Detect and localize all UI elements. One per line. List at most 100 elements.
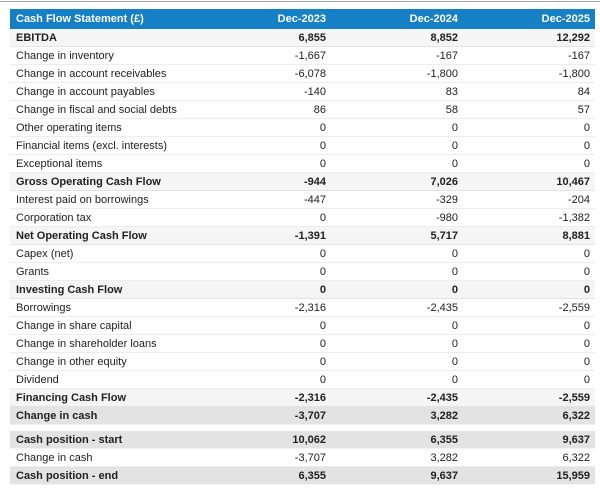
- table-row: Change in inventory -1,667 -167 -167: [10, 47, 595, 65]
- row-label: Investing Cash Flow: [16, 283, 123, 296]
- row-value: 0: [451, 247, 458, 260]
- row-label: Cash position - end: [16, 469, 119, 482]
- table-row: Financial items (excl. interests) 0 0 0: [10, 137, 595, 155]
- table-row: Financing Cash Flow -2,316 -2,435 -2,559: [10, 389, 595, 407]
- row-value: 8,881: [562, 229, 590, 242]
- row-value: 0: [583, 337, 590, 350]
- row-value: 8,852: [430, 31, 458, 44]
- row-value: 0: [451, 337, 458, 350]
- table-row: Interest paid on borrowings -447 -329 -2…: [10, 191, 595, 209]
- row-value: 0: [319, 373, 326, 386]
- table-row: Cash position - start 10,062 6,355 9,637: [10, 431, 595, 449]
- cash-flow-statement-table: Cash Flow Statement (£) Dec-2023 Dec-202…: [10, 9, 595, 485]
- row-value: -1,391: [294, 229, 326, 242]
- table-row: Grants 0 0 0: [10, 263, 595, 281]
- table-row: Change in fiscal and social debts 86 58 …: [10, 101, 595, 119]
- row-value: -944: [303, 175, 326, 188]
- row-value: 0: [319, 157, 326, 170]
- row-value: -1,800: [426, 67, 458, 80]
- row-value: 5,717: [430, 229, 458, 242]
- row-label: Change in fiscal and social debts: [16, 103, 177, 116]
- row-value: 0: [583, 121, 590, 134]
- table-title: Cash Flow Statement (£): [16, 13, 144, 25]
- row-label: Borrowings: [16, 301, 72, 314]
- row-label: Interest paid on borrowings: [16, 193, 149, 206]
- row-value: -2,435: [426, 301, 458, 314]
- row-value: 83: [445, 85, 458, 98]
- row-value: 0: [583, 265, 590, 278]
- row-value: -1,382: [558, 211, 590, 224]
- row-value: 86: [313, 103, 326, 116]
- row-value: 0: [583, 319, 590, 332]
- row-value: 3,282: [430, 451, 458, 464]
- row-value: -2,559: [558, 301, 590, 314]
- column-header-dec-2023: Dec-2023: [277, 13, 326, 25]
- row-value: -167: [567, 49, 590, 62]
- row-value: 9,637: [562, 433, 590, 446]
- table-row: Change in account payables -140 83 84: [10, 83, 595, 101]
- row-value: 6,355: [298, 469, 326, 482]
- row-value: 3,282: [430, 409, 458, 422]
- table-row: Change in shareholder loans 0 0 0: [10, 335, 595, 353]
- row-label: Corporation tax: [16, 211, 92, 224]
- row-value: 0: [451, 355, 458, 368]
- row-value: -1,667: [294, 49, 326, 62]
- row-value: 12,292: [556, 31, 590, 44]
- row-label: Change in shareholder loans: [16, 337, 157, 350]
- row-value: 0: [451, 319, 458, 332]
- row-value: 0: [451, 121, 458, 134]
- row-value: 0: [583, 373, 590, 386]
- row-value: 0: [583, 157, 590, 170]
- row-value: -140: [303, 85, 326, 98]
- row-value: 6,322: [562, 451, 590, 464]
- top-divider: [0, 1, 600, 2]
- row-label: EBITDA: [16, 31, 57, 44]
- row-value: 0: [319, 337, 326, 350]
- row-value: -2,316: [294, 301, 326, 314]
- row-value: -447: [303, 193, 326, 206]
- table-row: Exceptional items 0 0 0: [10, 155, 595, 173]
- row-value: 9,637: [430, 469, 458, 482]
- row-value: 0: [451, 373, 458, 386]
- row-value: 0: [583, 355, 590, 368]
- row-label: Gross Operating Cash Flow: [16, 175, 161, 188]
- row-value: -2,435: [426, 391, 458, 404]
- row-label: Change in cash: [16, 409, 98, 422]
- row-value: 0: [319, 319, 326, 332]
- row-label: Net Operating Cash Flow: [16, 229, 147, 242]
- row-value: 10,062: [292, 433, 326, 446]
- row-value: 0: [451, 157, 458, 170]
- row-value: -204: [567, 193, 590, 206]
- row-value: 0: [319, 211, 326, 224]
- row-value: 6,322: [562, 409, 590, 422]
- row-value: 0: [319, 355, 326, 368]
- table-row: Corporation tax 0 -980 -1,382: [10, 209, 595, 227]
- row-label: Financial items (excl. interests): [16, 139, 167, 152]
- row-value: 0: [319, 121, 326, 134]
- row-label: Change in inventory: [16, 49, 114, 62]
- table-row: Change in account receivables -6,078 -1,…: [10, 65, 595, 83]
- row-value: 6,355: [430, 433, 458, 446]
- row-value: 0: [319, 265, 326, 278]
- row-value: 0: [583, 283, 590, 296]
- row-label: Capex (net): [16, 247, 74, 260]
- table-row: Net Operating Cash Flow -1,391 5,717 8,8…: [10, 227, 595, 245]
- table-row: Dividend 0 0 0: [10, 371, 595, 389]
- row-label: Exceptional items: [16, 157, 103, 170]
- row-value: -2,316: [294, 391, 326, 404]
- row-value: -980: [435, 211, 458, 224]
- row-value: -167: [435, 49, 458, 62]
- row-value: 0: [451, 283, 458, 296]
- row-value: 57: [577, 103, 590, 116]
- row-label: Change in other equity: [16, 355, 127, 368]
- row-label: Grants: [16, 265, 50, 278]
- table-body: EBITDA 6,855 8,852 12,292 Change in inve…: [10, 29, 595, 485]
- row-value: 15,959: [556, 469, 590, 482]
- row-value: 7,026: [430, 175, 458, 188]
- row-value: 58: [445, 103, 458, 116]
- row-value: -2,559: [558, 391, 590, 404]
- table-row: Change in cash -3,707 3,282 6,322: [10, 449, 595, 467]
- row-value: -3,707: [294, 409, 326, 422]
- row-label: Change in share capital: [16, 319, 132, 332]
- row-label: Cash position - start: [16, 433, 123, 446]
